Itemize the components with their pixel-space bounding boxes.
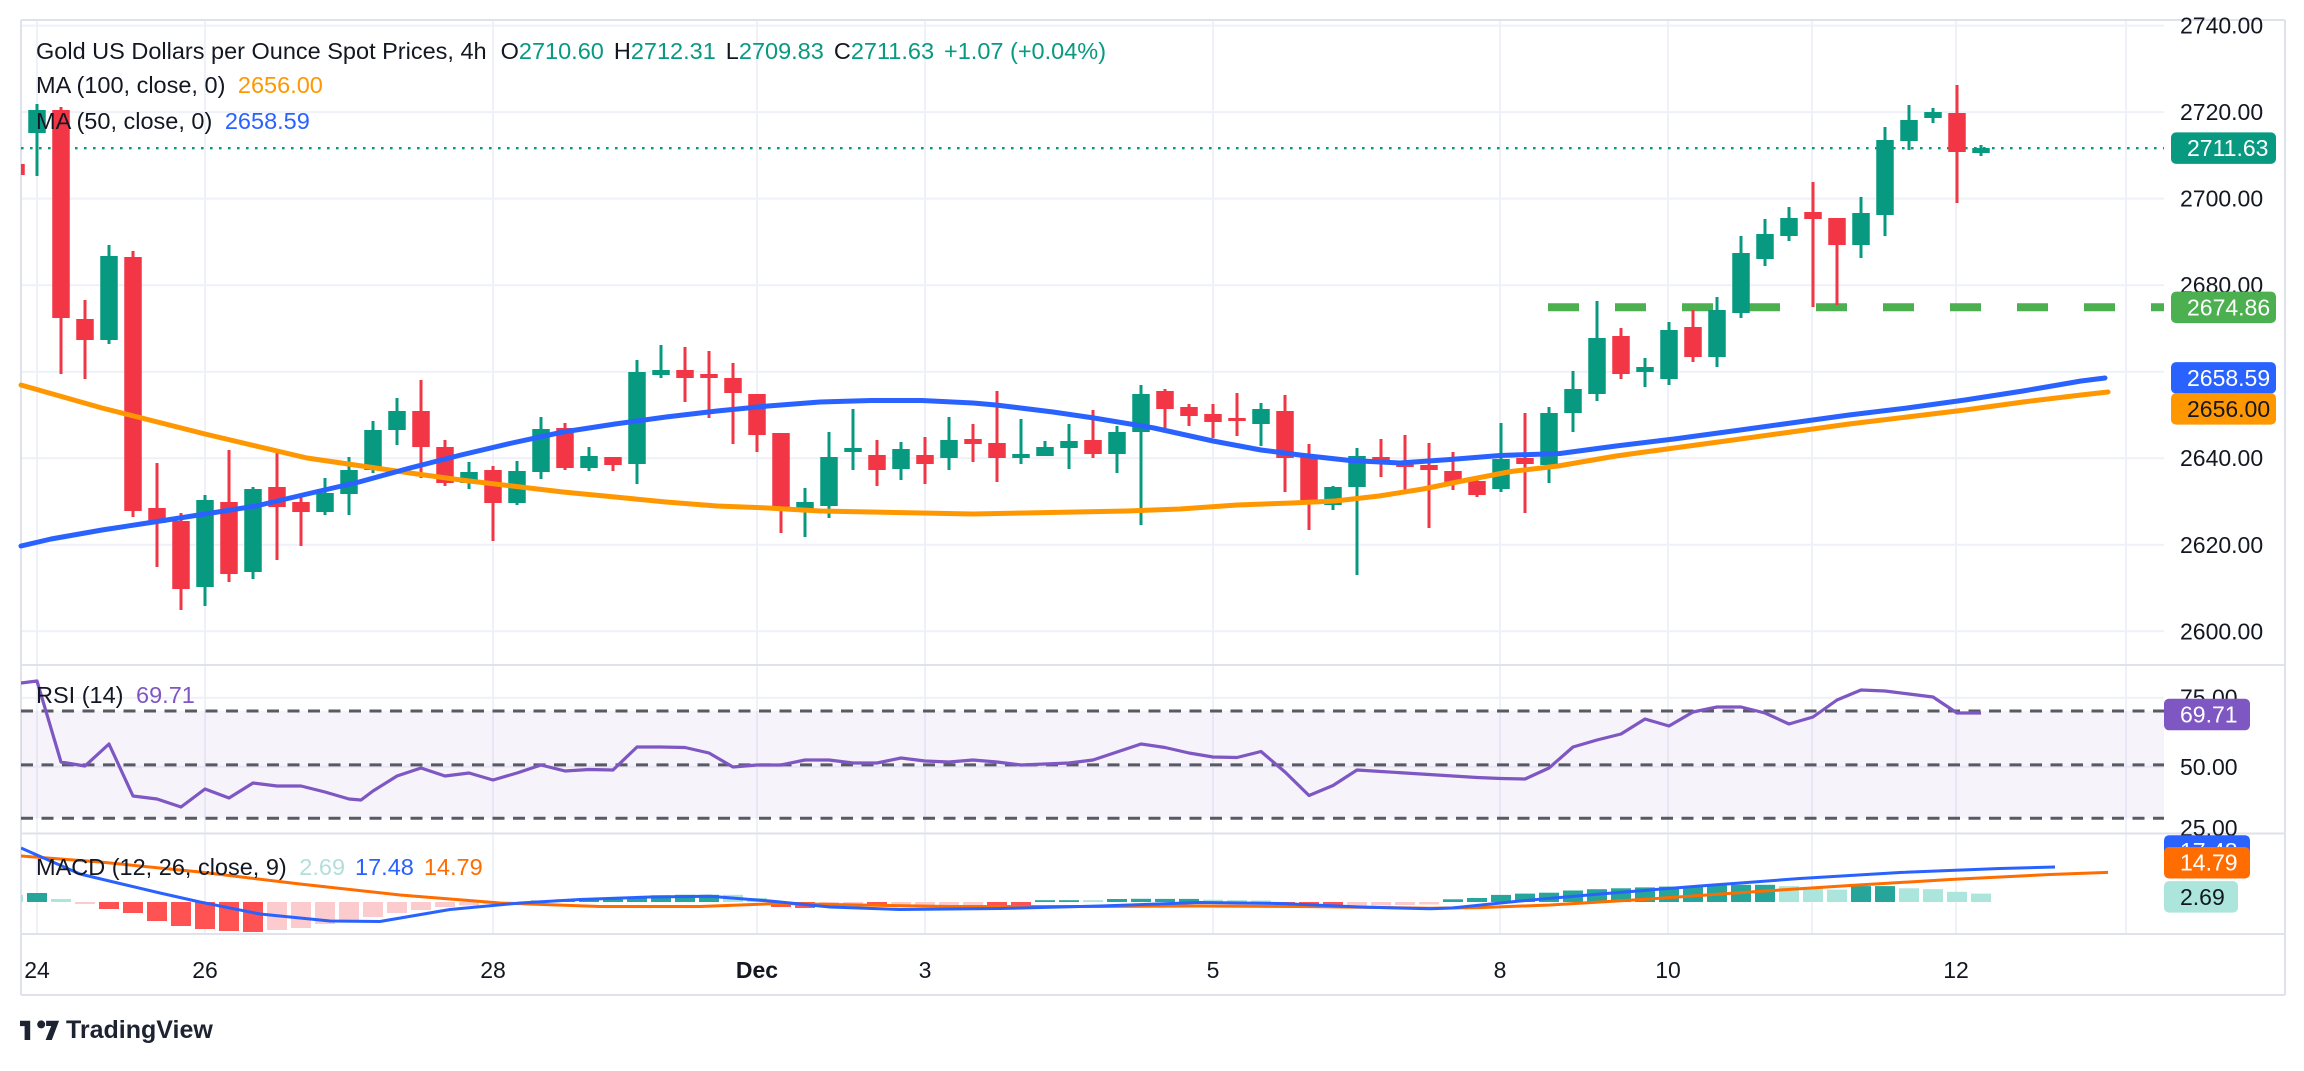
svg-text:MA (50, close, 0) 2658.59: MA (50, close, 0) 2658.59 — [36, 108, 310, 134]
svg-text:8: 8 — [1494, 957, 1507, 983]
svg-text:Gold US Dollars per Ounce Spot: Gold US Dollars per Ounce Spot Prices, 4… — [36, 38, 1106, 64]
svg-text:24: 24 — [24, 957, 50, 983]
svg-text:2620.00: 2620.00 — [2180, 532, 2263, 558]
svg-text:10: 10 — [1655, 957, 1681, 983]
svg-text:Dec: Dec — [736, 957, 778, 983]
svg-text:12: 12 — [1943, 957, 1969, 983]
svg-text:2700.00: 2700.00 — [2180, 186, 2263, 212]
svg-text:RSI (14) 69.71: RSI (14) 69.71 — [36, 682, 195, 708]
svg-text:28: 28 — [480, 957, 506, 983]
svg-text:2600.00: 2600.00 — [2180, 618, 2263, 644]
svg-text:TradingView: TradingView — [66, 1016, 213, 1044]
svg-text:2740.00: 2740.00 — [2180, 13, 2263, 39]
svg-text:2674.86: 2674.86 — [2187, 294, 2270, 320]
svg-text:50.00: 50.00 — [2180, 754, 2238, 780]
svg-text:3: 3 — [919, 957, 932, 983]
svg-text:14.79: 14.79 — [2180, 850, 2238, 876]
svg-text:2640.00: 2640.00 — [2180, 445, 2263, 471]
svg-text:2711.63: 2711.63 — [2187, 135, 2268, 161]
svg-text:26: 26 — [192, 957, 218, 983]
svg-text:2720.00: 2720.00 — [2180, 99, 2263, 125]
svg-text:2656.00: 2656.00 — [2187, 396, 2270, 422]
svg-text:5: 5 — [1207, 957, 1220, 983]
svg-text:2658.59: 2658.59 — [2187, 365, 2270, 391]
svg-text:MA (100, close, 0) 2656.00: MA (100, close, 0) 2656.00 — [36, 72, 323, 98]
svg-text:2.69: 2.69 — [2180, 884, 2225, 910]
svg-text:69.71: 69.71 — [2180, 702, 2238, 728]
